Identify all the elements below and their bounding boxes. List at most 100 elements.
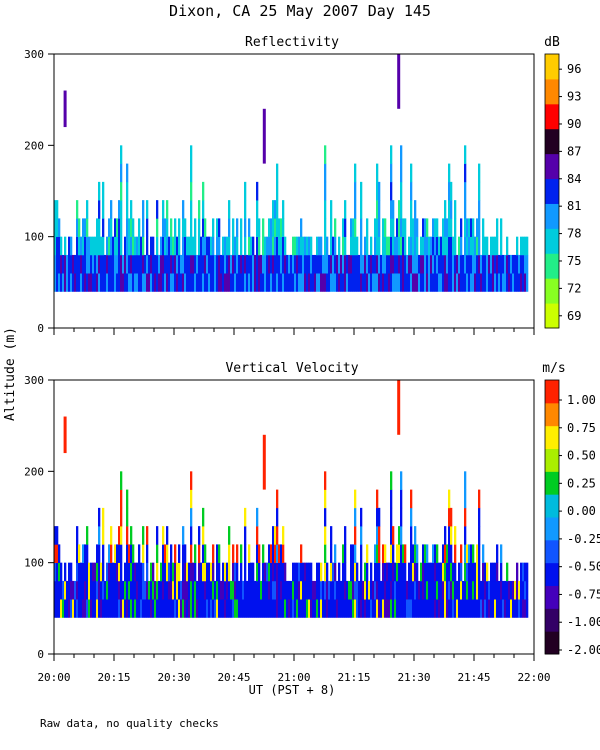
- field-cell: [402, 544, 405, 563]
- field-cell: [100, 599, 103, 618]
- field-cell: [324, 273, 327, 292]
- field-cell: [376, 507, 379, 527]
- field-cell: [232, 544, 235, 563]
- field-cell: [442, 273, 445, 292]
- field-cell: [68, 562, 71, 582]
- field-cell: [190, 471, 193, 490]
- field-cell: [400, 544, 403, 563]
- field-cell: [176, 562, 179, 582]
- field-cell: [450, 254, 453, 274]
- field-cell: [334, 273, 337, 292]
- field-cell: [110, 580, 113, 600]
- field-cell: [256, 562, 259, 582]
- field-cell: [406, 254, 409, 274]
- field-cell: [360, 236, 363, 256]
- field-cell: [292, 273, 295, 292]
- field-cell: [180, 580, 183, 600]
- field-cell: [88, 254, 91, 274]
- field-cell: [110, 236, 113, 256]
- field-cell: [414, 218, 417, 237]
- field-cell: [354, 599, 357, 618]
- field-cell: [416, 236, 419, 256]
- field-cell: [500, 273, 503, 292]
- field-cell: [336, 580, 339, 600]
- field-cell: [216, 544, 219, 563]
- field-cell: [270, 580, 273, 600]
- field-cell: [386, 236, 389, 256]
- field-cell: [196, 580, 199, 600]
- field-cell: [84, 254, 87, 274]
- field-cell: [206, 273, 209, 292]
- field-cell: [330, 273, 333, 292]
- field-cell: [446, 236, 449, 256]
- field-cell: [274, 218, 277, 237]
- field-cell: [362, 254, 365, 274]
- field-cell: [484, 236, 487, 256]
- field-cell: [272, 562, 275, 582]
- field-cell: [414, 526, 417, 545]
- field-cell: [520, 599, 523, 618]
- field-cell: [390, 580, 393, 600]
- field-cell: [510, 599, 513, 618]
- field-cell: [384, 562, 387, 582]
- field-cell: [460, 254, 463, 274]
- field-cell: [262, 562, 265, 582]
- field-cell: [394, 273, 397, 292]
- field-cell: [342, 254, 345, 274]
- colorbar-frame: [544, 379, 560, 655]
- field-cell: [176, 580, 179, 600]
- field-cell: [344, 254, 347, 274]
- field-cell: [360, 580, 363, 600]
- field-cell: [144, 273, 147, 292]
- field-cell: [222, 562, 225, 582]
- field-cell: [186, 273, 189, 292]
- field-cell: [182, 580, 185, 600]
- field-cell: [118, 580, 121, 600]
- field-cell: [426, 218, 429, 237]
- field-cell: [146, 273, 149, 292]
- field-cell: [466, 599, 469, 618]
- field-cell: [258, 273, 261, 292]
- field-cell: [454, 200, 457, 219]
- field-cell: [194, 599, 197, 618]
- field-cell: [328, 254, 331, 274]
- echo-spike: [63, 90, 67, 128]
- field-cell: [162, 526, 165, 545]
- field-cell: [174, 580, 177, 600]
- x-tick-label: 20:30: [157, 671, 190, 684]
- field-cell: [302, 599, 305, 618]
- field-cell: [168, 562, 171, 582]
- field-cell: [288, 273, 291, 292]
- field-cell: [72, 599, 75, 618]
- field-cell: [242, 580, 245, 600]
- field-cell: [428, 236, 431, 256]
- field-cell: [378, 200, 381, 219]
- field-cell: [482, 273, 485, 292]
- field-cell: [334, 254, 337, 274]
- field-cell: [400, 254, 403, 274]
- field-cell: [108, 236, 111, 256]
- colorbar-swatch: [545, 585, 559, 609]
- field-cell: [366, 273, 369, 292]
- field-cell: [124, 273, 127, 292]
- field-cell: [330, 544, 333, 563]
- field-cell: [188, 236, 191, 256]
- field-cell: [164, 236, 167, 256]
- field-cell: [210, 599, 213, 618]
- field-cell: [162, 580, 165, 600]
- field-cell: [502, 254, 505, 274]
- field-cell: [146, 526, 149, 545]
- field-cell: [458, 254, 461, 274]
- field-cell: [502, 599, 505, 618]
- field-cell: [426, 273, 429, 292]
- field-cell: [420, 254, 423, 274]
- field-cell: [286, 254, 289, 274]
- field-cell: [322, 254, 325, 274]
- field-cell: [390, 562, 393, 582]
- field-cell: [432, 236, 435, 256]
- field-cell: [168, 254, 171, 274]
- field-cell: [452, 273, 455, 292]
- field-cell: [348, 273, 351, 292]
- field-cell: [324, 580, 327, 600]
- field-cell: [104, 580, 107, 600]
